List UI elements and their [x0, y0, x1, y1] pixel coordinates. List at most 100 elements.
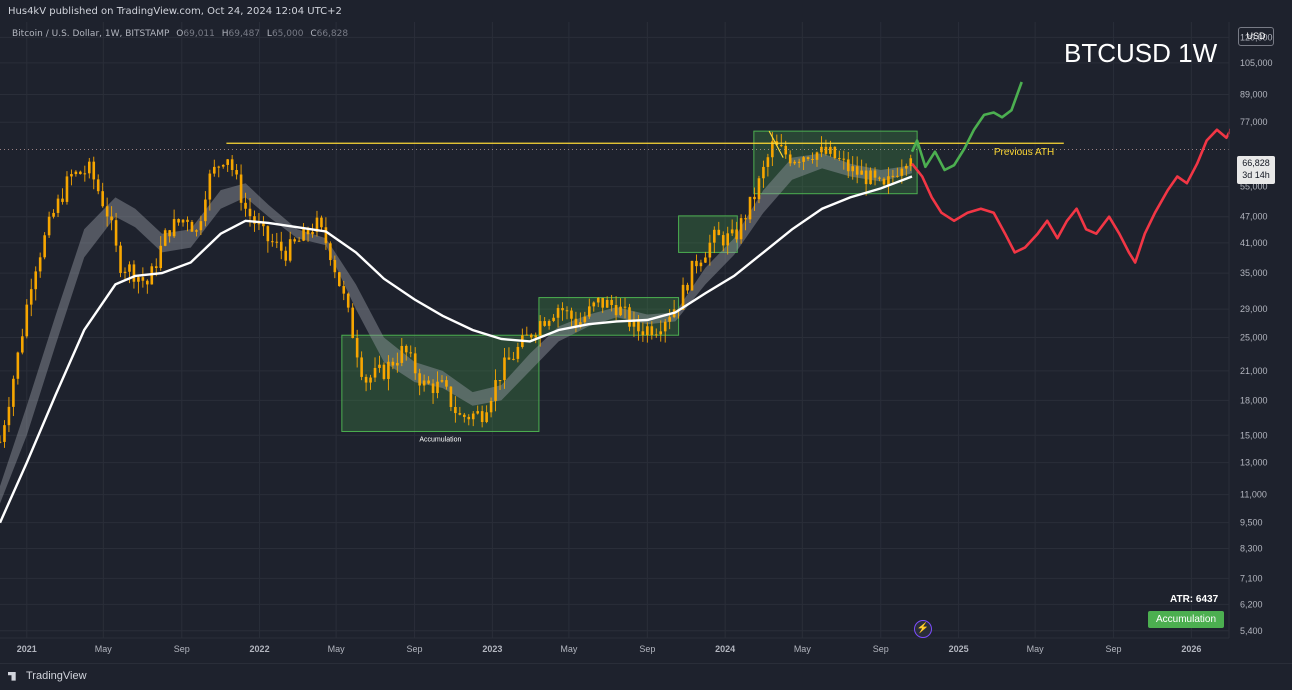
- tradingview-logo[interactable]: TradingView: [8, 670, 87, 682]
- candle-body: [369, 377, 372, 383]
- candle-body: [248, 208, 252, 217]
- candle-body: [195, 230, 198, 232]
- candle-body: [154, 266, 158, 269]
- range-box: [341, 334, 540, 432]
- candle-body: [440, 380, 444, 382]
- price-axis[interactable]: [1230, 22, 1292, 663]
- candle-body: [454, 406, 457, 414]
- candle-body: [699, 262, 703, 267]
- candle-body: [686, 284, 689, 291]
- grid-lines: [0, 22, 1229, 638]
- price-tick-label: 15,000: [1240, 430, 1268, 440]
- candle-body: [87, 161, 91, 174]
- candle-body: [512, 358, 515, 360]
- candle-body: [221, 164, 225, 167]
- candle-body: [449, 386, 453, 407]
- candle-body: [753, 196, 756, 200]
- candle-body: [619, 306, 622, 316]
- time-tick-label: 2023: [482, 644, 502, 654]
- candle-body: [641, 331, 645, 336]
- price-tick-label: 41,000: [1240, 238, 1268, 248]
- bottom-bar: TradingView: [0, 663, 1292, 690]
- candle-body: [507, 357, 511, 360]
- candle-body: [177, 219, 180, 223]
- time-tick-label: May: [95, 644, 113, 654]
- candle-body: [257, 223, 261, 225]
- candle-body: [793, 161, 796, 164]
- currency-button[interactable]: USD: [1238, 27, 1274, 46]
- candle-body: [485, 412, 488, 423]
- candle-body: [583, 316, 587, 323]
- candle-body: [833, 146, 837, 159]
- candle-body: [12, 378, 15, 407]
- candle-body: [730, 229, 734, 234]
- candle-body: [882, 178, 886, 185]
- accumulation-box-label: Accumulation: [419, 436, 461, 443]
- candle-body: [114, 220, 118, 246]
- candle-body: [16, 352, 20, 379]
- candle-body: [869, 170, 872, 185]
- price-tick-label: 29,000: [1240, 304, 1268, 314]
- candle-body: [909, 158, 913, 166]
- candle-body: [409, 352, 413, 354]
- candle-body: [811, 158, 814, 160]
- time-tick-label: May: [328, 644, 346, 654]
- candle-body: [896, 175, 899, 177]
- candle-body: [360, 357, 363, 377]
- candle-body: [56, 198, 60, 213]
- candle-body: [766, 157, 770, 167]
- candle-body: [418, 373, 421, 386]
- candle-body: [306, 228, 310, 235]
- candle-body: [92, 161, 96, 180]
- candle-body: [70, 174, 73, 177]
- price-tick-label: 13,000: [1240, 458, 1268, 468]
- atr-label: ATR: 6437: [1170, 594, 1219, 605]
- candle-body: [146, 280, 149, 285]
- candle-body: [838, 158, 841, 160]
- candle-body: [829, 146, 832, 154]
- candle-body: [904, 165, 908, 169]
- candle-body: [217, 166, 221, 168]
- candle-body: [726, 233, 730, 246]
- candle-body: [891, 175, 895, 177]
- candle-body: [842, 158, 846, 160]
- candle-body: [79, 171, 82, 175]
- plot-background: [0, 22, 1229, 638]
- candle-body: [159, 245, 163, 269]
- candle-body: [83, 173, 87, 175]
- candle-body: [230, 159, 234, 170]
- candle-body: [610, 299, 613, 306]
- candle-body: [422, 380, 426, 386]
- candle-body: [873, 170, 877, 178]
- candle-body: [279, 241, 283, 251]
- flash-icon[interactable]: ⚡: [914, 620, 932, 638]
- candle-body: [190, 221, 194, 232]
- high-value: 69,487: [228, 29, 261, 39]
- time-tick-label: 2021: [17, 644, 37, 654]
- candle-body: [25, 304, 29, 337]
- candle-body: [534, 335, 538, 338]
- chart-title: BTCUSD 1W: [1064, 38, 1218, 68]
- candle-body: [141, 277, 145, 281]
- price-chart[interactable]: Previous ATH Accumulation 120,000 105,000…: [0, 22, 1292, 663]
- candle-body: [253, 216, 256, 224]
- candle-body: [503, 357, 506, 381]
- candle-body: [378, 364, 381, 368]
- time-axis-ticks[interactable]: 2021 May Sep 2022 May Sep 2023 May Sep 2024 May Sep…: [17, 644, 1202, 654]
- candle-body: [815, 152, 819, 160]
- candle-body: [271, 241, 274, 243]
- price-tick-label: 7,100: [1240, 573, 1263, 583]
- price-tick-label: 47,000: [1240, 212, 1268, 222]
- accumulation-badge: Accumulation: [1148, 611, 1224, 628]
- ath-label: Previous ATH: [994, 147, 1054, 158]
- candle-body: [820, 146, 823, 153]
- candle-body: [713, 229, 716, 243]
- last-price-tag: 66,828 3d 14h: [1237, 156, 1275, 184]
- candle-body: [637, 319, 640, 332]
- candle-body: [855, 166, 859, 175]
- close-value: 66,828: [316, 29, 349, 39]
- candle-body: [601, 297, 605, 308]
- candle-body: [445, 380, 448, 387]
- candle-body: [34, 271, 38, 290]
- low-label: L: [266, 29, 272, 39]
